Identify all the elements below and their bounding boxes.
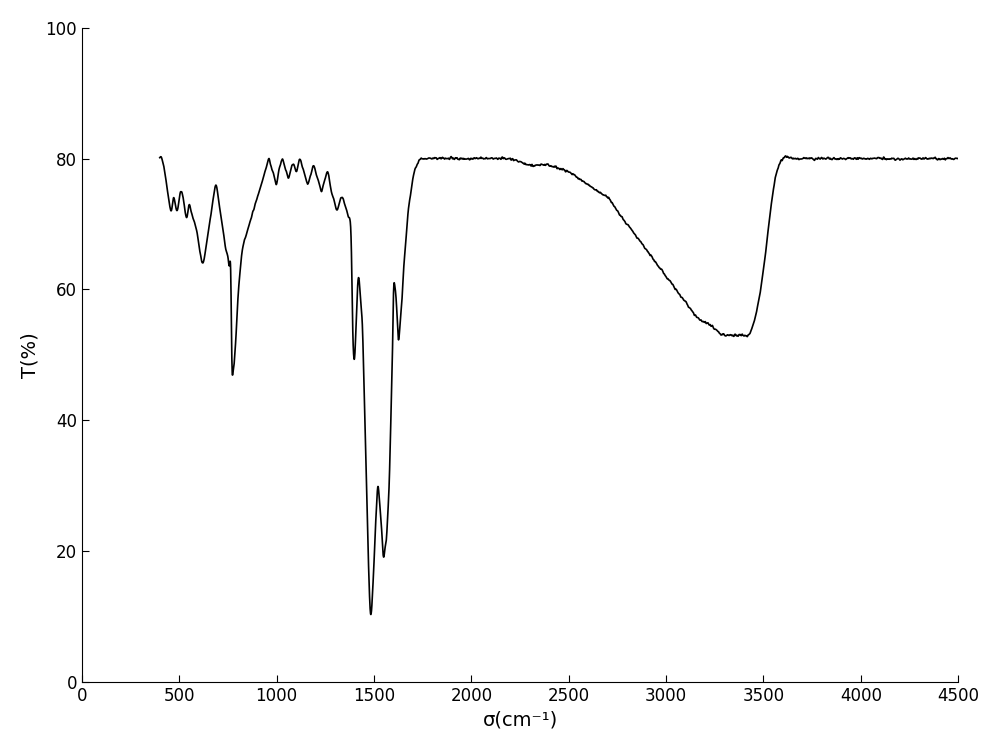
X-axis label: σ(cm⁻¹): σ(cm⁻¹) [482,710,558,729]
Y-axis label: T(%): T(%) [21,332,40,378]
